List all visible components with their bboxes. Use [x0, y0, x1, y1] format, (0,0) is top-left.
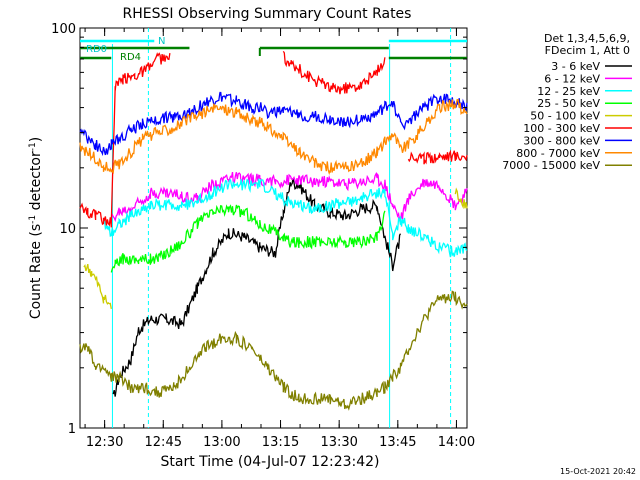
legend-entry-label: 100 - 300 keV: [523, 122, 600, 135]
legend-entry-label: 12 - 25 keV: [537, 85, 600, 98]
legend-entry-label: 3 - 6 keV: [551, 60, 600, 73]
series-line: [83, 187, 468, 310]
legend-entry-label: 7000 - 15000 keV: [502, 159, 600, 172]
x-tick-label: 13:15: [262, 435, 299, 450]
legend-entry-label: 25 - 50 keV: [537, 97, 600, 110]
series-line: [112, 178, 402, 397]
legend-header-line-2: FDecim 1, Att 0: [545, 44, 630, 57]
series-layer: [79, 50, 468, 411]
series-line: [79, 91, 468, 157]
y-axis-label: Count Rate (s-1 detector-1): [28, 137, 44, 319]
x-tick-label: 13:45: [379, 435, 416, 450]
x-tick-label: 12:45: [145, 435, 182, 450]
legend-header-line-1: Det 1,3,4,5,6,9,: [544, 32, 630, 45]
y-label-sup2: -1: [28, 142, 38, 151]
series-line: [79, 98, 468, 176]
x-axis-label: Start Time (04-Jul-07 12:23:42): [160, 454, 379, 470]
rd4-label: RD4: [120, 52, 141, 63]
x-tick-label: 12:30: [86, 435, 123, 450]
axis-layer: 12:30 12:45 13:00 13:15 13:30 13:45 14:00 1 10 10…: [51, 22, 475, 450]
legend-entry-label: 6 - 12 keV: [544, 72, 600, 85]
x-tick-label: 13:30: [320, 435, 357, 450]
legend-entry-label: 800 - 7000 keV: [516, 147, 600, 160]
timestamp: 15-Oct-2021 20:42: [560, 467, 636, 476]
y-tick-label: 1: [68, 422, 76, 437]
series-line: [103, 178, 468, 258]
y-tick-label: 100: [51, 22, 76, 37]
legend-entry-label: 300 - 800 keV: [523, 134, 600, 147]
y-label-main: Count Rate (s: [28, 224, 44, 319]
series-line: [110, 171, 468, 223]
chart-title: RHESSI Observing Summary Count Rates: [123, 6, 412, 22]
y-label-end: ): [28, 137, 44, 142]
annotation-layer: RD0 RD4 N: [80, 28, 467, 428]
y-tick-label: 10: [59, 222, 76, 237]
series-line: [110, 204, 386, 273]
legend-entry-label: 50 - 100 keV: [530, 110, 600, 123]
series-line: [79, 290, 468, 411]
x-tick-label: 13:00: [203, 435, 240, 450]
y-label-mid: detector: [28, 151, 44, 215]
x-tick-label: 14:00: [438, 435, 475, 450]
rd0-label: RD0: [86, 44, 107, 55]
n-label: N: [158, 36, 165, 47]
y-label-sup1: -1: [28, 215, 38, 224]
series-line: [79, 50, 468, 228]
